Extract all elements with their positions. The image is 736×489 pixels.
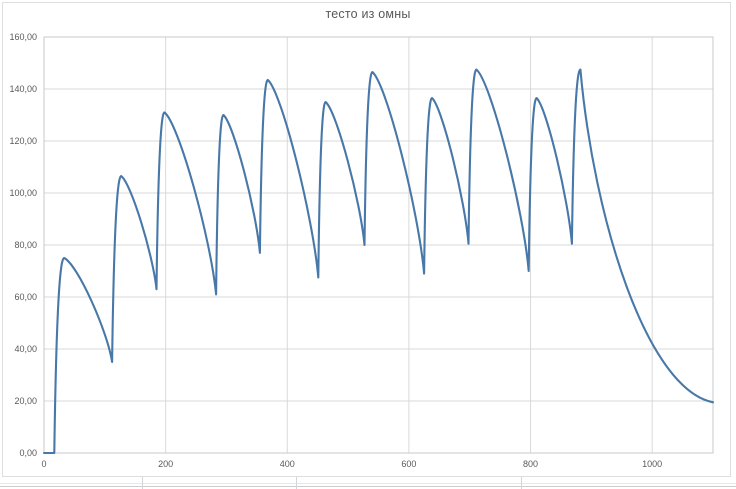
chart-object[interactable]	[2, 2, 731, 477]
chart-title: тесто из омны	[325, 7, 411, 21]
data-series-line[interactable]	[42, 68, 715, 455]
x-tick-label: 0	[41, 459, 47, 469]
plot-border	[43, 36, 714, 454]
y-tick-label: 100,00	[9, 188, 37, 198]
worksheet-row-line	[0, 483, 736, 484]
x-tick-label: 400	[279, 459, 295, 469]
y-tick-label: 60,00	[14, 292, 37, 302]
worksheet-column-line	[521, 477, 522, 489]
y-tick-label: 0,00	[19, 448, 37, 458]
worksheet-column-line	[142, 477, 143, 489]
worksheet-row-line	[0, 486, 736, 487]
y-tick-label: 120,00	[9, 136, 37, 146]
worksheet-column-line	[296, 477, 297, 489]
y-tick-label: 40,00	[14, 344, 37, 354]
gridlines	[44, 36, 713, 453]
plot-area[interactable]	[0, 0, 736, 477]
y-tick-label: 80,00	[14, 240, 37, 250]
y-tick-label: 160,00	[9, 32, 37, 42]
x-tick-label: 1000	[642, 459, 663, 469]
x-tick-label: 200	[158, 459, 174, 469]
y-tick-label: 20,00	[14, 396, 37, 406]
x-tick-label: 600	[401, 459, 417, 469]
y-tick-label: 140,00	[9, 84, 37, 94]
x-tick-label: 800	[523, 459, 539, 469]
worksheet-strip	[0, 477, 736, 489]
